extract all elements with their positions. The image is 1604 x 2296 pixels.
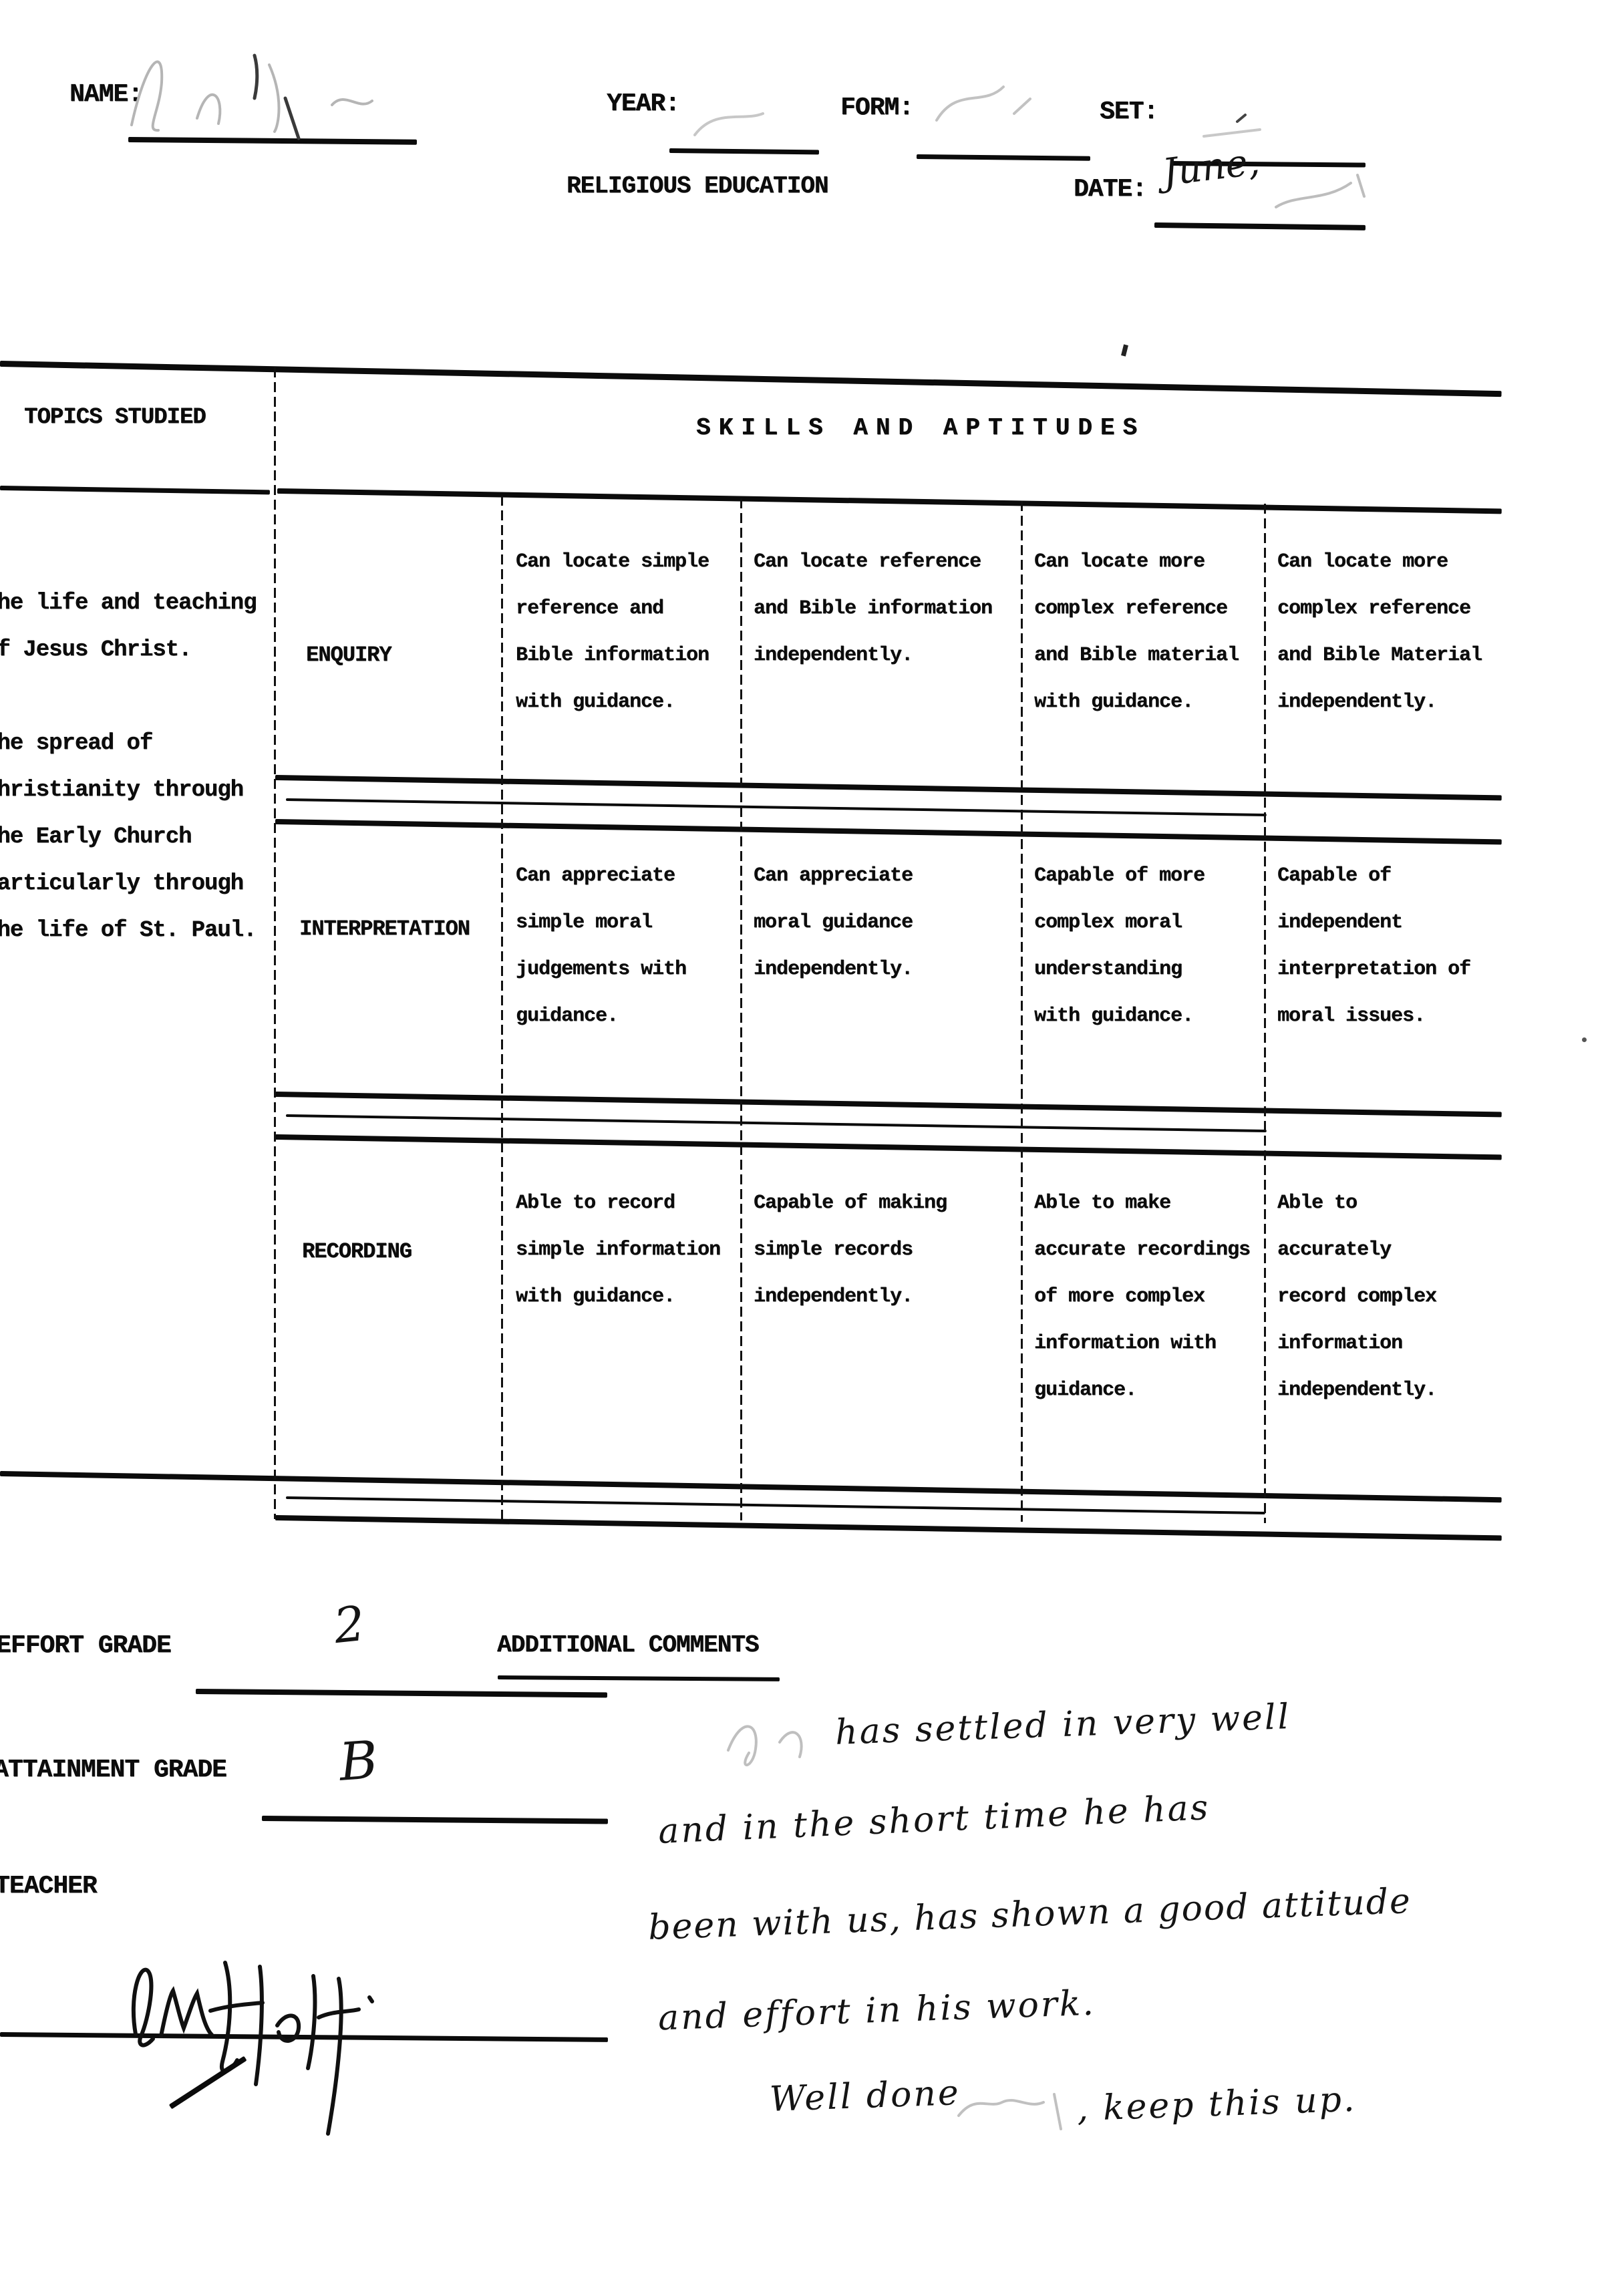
column-separator-3 — [1021, 501, 1023, 1522]
handwritten-attainment-grade: B — [337, 1730, 380, 1793]
handwritten-name-scribble — [130, 53, 373, 140]
topics-header: TOPICS STUDIED — [24, 405, 206, 430]
score-band2-mid-line — [285, 1114, 1267, 1133]
handwritten-date: June, — [1160, 140, 1262, 195]
score-band3-top-line — [0, 1471, 1502, 1503]
score-band1-bottom-line — [275, 819, 1502, 845]
ink-dot — [1582, 1037, 1587, 1042]
comment-line-2: and in the short time he has — [657, 1788, 1211, 1852]
column-separator-topics — [274, 367, 276, 1519]
handwritten-form-scribble — [935, 86, 1031, 122]
score-band1-mid-line — [285, 798, 1267, 817]
attainment-grade-underline — [261, 1816, 609, 1824]
score-band3-mid-line — [285, 1496, 1265, 1515]
comment-line-3: been with us, has shown a good attitude — [647, 1881, 1412, 1948]
cell-recording-level1: Able to record simple information with g… — [516, 1192, 721, 1308]
row-label-interpretation: INTERPRETATION — [299, 917, 470, 941]
comment-line-5-end: , keep this up. — [1076, 2079, 1357, 2130]
row-label-enquiry: ENQUIRY — [306, 643, 391, 667]
handwritten-set-scribble — [1202, 114, 1261, 138]
score-band2-top-line — [275, 1092, 1502, 1118]
effort-grade-label: EFFORT GRADE — [0, 1631, 172, 1660]
column-separator-2 — [740, 498, 742, 1520]
cell-interpretation-level1: Can appreciate simple moral judgements w… — [516, 864, 687, 1027]
cell-recording-level2: Capable of making simple records indepen… — [754, 1192, 947, 1308]
cell-interpretation-level4: Capable of independent interpretation of… — [1277, 864, 1471, 1027]
additional-comments-underline — [497, 1675, 780, 1681]
year-label: YEAR: — [607, 90, 680, 118]
cell-recording-level3: Able to make accurate recordings of more… — [1034, 1192, 1251, 1402]
comment-line-5-start: Well done — [769, 2073, 961, 2120]
row-label-recording: RECORDING — [302, 1239, 412, 1264]
teacher-label: TEACHER — [0, 1872, 98, 1901]
comment-line-1: has settled in very well — [834, 1697, 1292, 1753]
form-label: FORM: — [840, 94, 914, 122]
table-top-border — [0, 361, 1502, 397]
table-header-underline-right — [277, 488, 1502, 514]
column-separator-1 — [501, 496, 503, 1519]
cell-enquiry-level2: Can locate reference and Bible informati… — [754, 550, 993, 667]
topics-studied-text: The life and teaching of Jesus Christ. T… — [0, 591, 257, 943]
table-header-underline-left — [0, 486, 271, 495]
cell-recording-level4: Able to accurately record complex inform… — [1277, 1192, 1437, 1402]
handwritten-effort-grade: 2 — [331, 1595, 368, 1655]
name-label: NAME: — [69, 80, 143, 109]
score-band2-bottom-line — [275, 1134, 1502, 1160]
teacher-signature — [131, 1961, 374, 2136]
faded-name-scribble-1 — [727, 1725, 803, 1766]
form-underline — [916, 154, 1091, 161]
table-bottom-border — [275, 1515, 1502, 1541]
additional-comments-label: ADDITIONAL COMMENTS — [497, 1631, 759, 1659]
skills-header: SKILLS AND APTITUDES — [696, 414, 1146, 442]
handwritten-date-tail-scribble — [1275, 174, 1366, 208]
handwritten-year-scribble — [693, 112, 764, 136]
subject-title: RELIGIOUS EDUCATION — [567, 172, 828, 200]
cell-enquiry-level3: Can locate more complex reference and Bi… — [1034, 550, 1239, 713]
attainment-grade-label: ATTAINMENT GRADE — [0, 1756, 227, 1784]
date-label: DATE: — [1074, 175, 1147, 204]
faded-name-scribble-2 — [957, 2093, 1062, 2130]
score-band1-top-line — [275, 775, 1502, 801]
cell-enquiry-level4: Can locate more complex reference and Bi… — [1277, 550, 1482, 713]
column-separator-4 — [1264, 504, 1266, 1523]
cell-interpretation-level2: Can appreciate moral guidance independen… — [754, 864, 913, 981]
effort-grade-underline — [195, 1689, 608, 1698]
cell-interpretation-level3: Capable of more complex moral understand… — [1034, 864, 1205, 1027]
comment-line-4: and effort in his work. — [657, 1983, 1096, 2039]
set-label: SET: — [1100, 98, 1158, 126]
ink-speck — [1121, 344, 1128, 357]
cell-enquiry-level1: Can locate simple reference and Bible in… — [516, 550, 709, 713]
